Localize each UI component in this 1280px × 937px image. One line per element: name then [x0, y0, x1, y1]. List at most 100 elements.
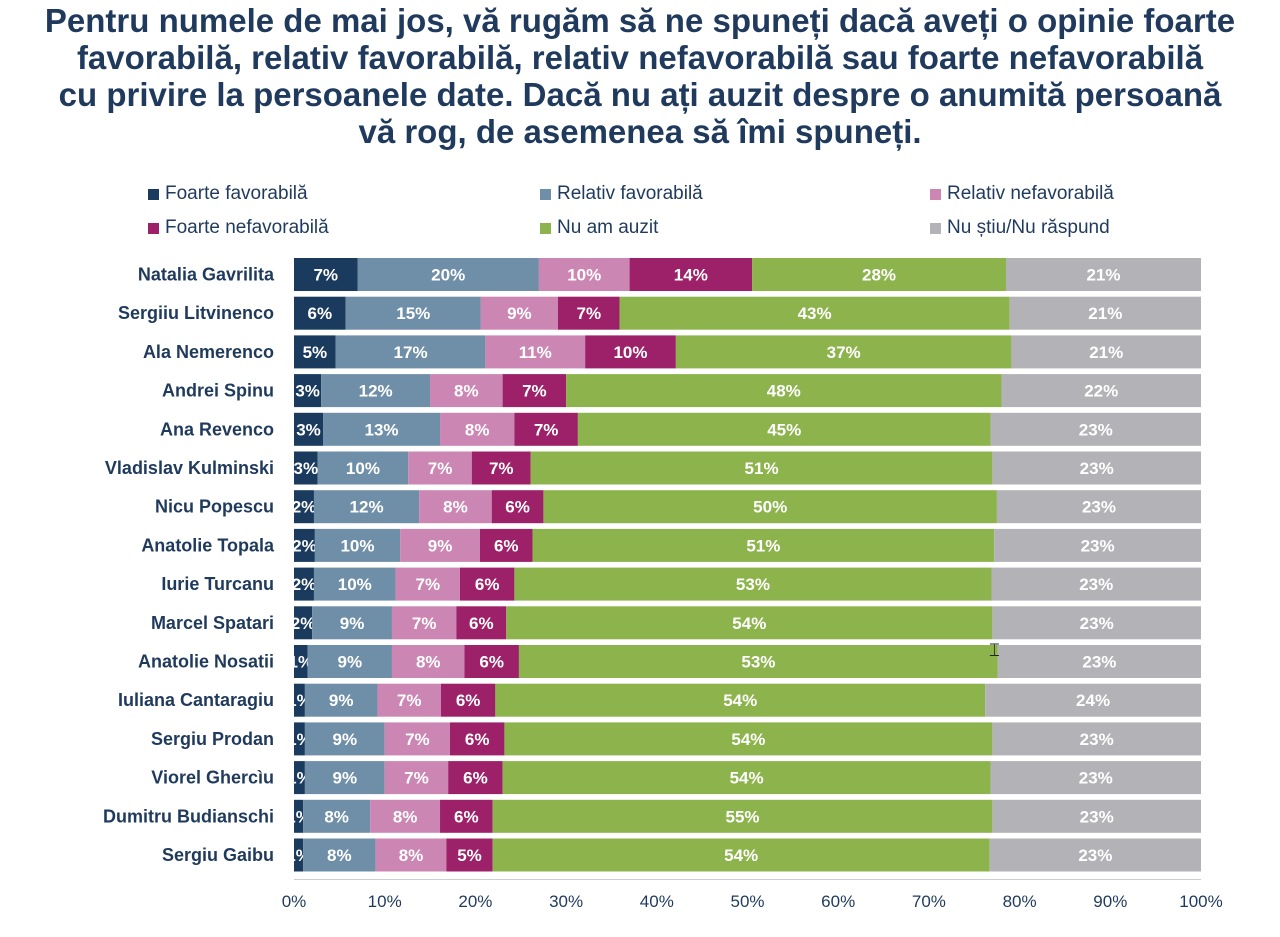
data-label: 9% [333, 730, 358, 749]
legend-label: Foarte nefavorabilă [165, 217, 329, 238]
bar-segment [992, 606, 1201, 640]
data-label: 21% [1086, 266, 1120, 285]
bar-segment [294, 838, 304, 872]
data-label: 43% [798, 304, 832, 323]
bar-segment [997, 645, 1201, 678]
legend-swatch [148, 222, 159, 234]
row-label: Vladislav Kulminski [105, 458, 274, 478]
data-label: 23% [1078, 846, 1112, 865]
x-tick-label: 20% [458, 892, 492, 911]
data-label: 12% [359, 382, 393, 401]
title-line: favorabilă, relativ favorabilă, relativ … [76, 39, 1204, 76]
data-label: 20% [431, 266, 465, 285]
bar-segment [752, 258, 1006, 291]
row-label: Viorel Ghercìu [151, 768, 274, 788]
data-label: 9% [507, 304, 532, 323]
bar-segment [307, 645, 392, 678]
bar-segment [312, 606, 392, 640]
row-label: Marcel Spatari [151, 613, 274, 633]
bar-segment [440, 412, 515, 446]
data-label: 23% [1079, 420, 1113, 439]
data-label: 23% [1079, 575, 1113, 594]
data-label: 9% [337, 653, 362, 672]
bar-segment [459, 567, 515, 601]
bar-segment [294, 374, 322, 408]
data-label: 21% [1088, 304, 1122, 323]
bar-segment [294, 296, 346, 330]
row-label: Sergiu Prodan [151, 729, 274, 749]
legend-item-foarte-nefavorabila: Foarte nefavorabilă [148, 217, 329, 239]
data-label: 7% [397, 691, 422, 710]
data-label: 8% [416, 653, 441, 672]
row-label: Sergiu Gaibu [162, 845, 274, 865]
data-label: 2% [291, 614, 316, 633]
bar-segment [1009, 296, 1201, 330]
data-label: 7% [313, 266, 338, 285]
bar-segment [1001, 374, 1201, 408]
data-label: 53% [741, 653, 775, 672]
data-label: 6% [463, 769, 488, 788]
bar-segment [294, 645, 308, 678]
legend-swatch [540, 222, 551, 234]
data-label: 53% [736, 575, 770, 594]
data-label: 14% [674, 266, 708, 285]
bar-segment [530, 451, 993, 485]
row-label: Sergiiu Litvinenco [118, 303, 274, 323]
legend-item-nu-am-auzit: Nu am auzit [540, 217, 658, 239]
bar-segment [992, 722, 1201, 756]
data-label: 45% [767, 420, 801, 439]
data-label: 5% [303, 343, 328, 362]
bar-segment [294, 606, 313, 640]
bar-segment [994, 528, 1201, 562]
legend-label: Foarte favorabilă [165, 183, 308, 204]
bar-segment [304, 761, 385, 795]
data-label: 22% [1084, 382, 1118, 401]
data-label: 23% [1082, 498, 1116, 517]
legend-label: Relativ favorabilă [557, 183, 703, 204]
bar-segment [566, 374, 1002, 408]
x-tick-label: 100% [1179, 892, 1222, 911]
data-label: 11% [519, 343, 552, 362]
bar-segment [990, 412, 1201, 446]
bar-segment [675, 335, 1012, 369]
data-label: 7% [404, 769, 429, 788]
bar-segment [408, 451, 472, 485]
data-label: 23% [1079, 769, 1113, 788]
row-label: Iuliana Cantaragiu [118, 690, 274, 710]
bar-segment [294, 567, 314, 601]
bar-segment [294, 683, 305, 717]
data-label: 9% [340, 614, 365, 633]
x-tick-label: 80% [1003, 892, 1037, 911]
bar-segment [384, 722, 451, 756]
data-label: 54% [724, 846, 758, 865]
data-label: 7% [522, 382, 547, 401]
bar-segment [480, 296, 558, 330]
data-label: 13% [365, 420, 399, 439]
bar-segment [419, 490, 492, 524]
row-label: Dumitru Budianschi [103, 806, 274, 826]
bar-segment [450, 722, 505, 756]
legend-label: Relativ nefavorabilă [947, 183, 1114, 204]
bar-segment [294, 761, 305, 795]
row-label: Natalia Gavrilita [138, 265, 275, 285]
bar-segment [357, 258, 539, 291]
bar-segment [294, 412, 324, 446]
data-label: 54% [723, 691, 757, 710]
bar-segment [294, 490, 314, 524]
bar-segment [479, 528, 533, 562]
bar-segment [1011, 335, 1201, 369]
bar-segment [294, 722, 305, 756]
bar-segment [294, 258, 358, 291]
data-label: 3% [295, 382, 320, 401]
bar-segment [989, 838, 1201, 872]
bar-segment [314, 528, 401, 562]
data-label: 2% [292, 575, 317, 594]
data-label: 7% [428, 459, 453, 478]
bar-segment [992, 799, 1201, 833]
legend-label: Nu am auzit [557, 217, 659, 238]
legend-item-foarte-favorabila: Foarte favorabilă [148, 183, 308, 205]
data-label: 54% [730, 769, 764, 788]
title-line: Pentru numele de mai jos, vă rugăm să ne… [44, 2, 1236, 39]
data-label: 23% [1081, 536, 1115, 555]
